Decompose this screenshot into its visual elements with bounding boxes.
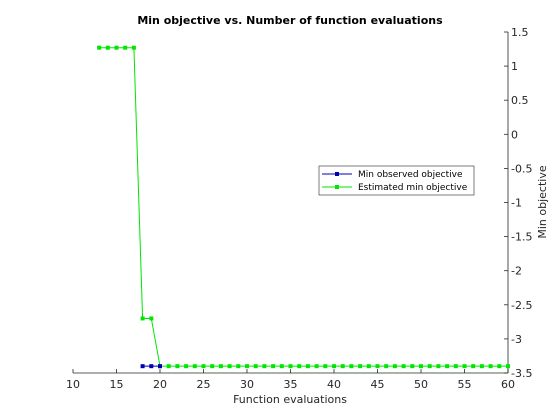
estimated-min-point bbox=[184, 364, 189, 369]
y-tick-label: 1 bbox=[511, 60, 518, 73]
x-tick-label: 50 bbox=[414, 378, 428, 391]
x-tick-label: 20 bbox=[153, 378, 167, 391]
estimated-min-point bbox=[236, 364, 241, 369]
estimated-min-point bbox=[427, 364, 432, 369]
estimated-min-point bbox=[479, 364, 484, 369]
x-tick-label: 55 bbox=[458, 378, 472, 391]
plot-series bbox=[97, 45, 510, 369]
estimated-min-point bbox=[384, 364, 389, 369]
estimated-min-point bbox=[149, 316, 154, 321]
estimated-min-point bbox=[366, 364, 371, 369]
y-tick-label: 1.5 bbox=[511, 26, 529, 39]
estimated-min-point bbox=[392, 364, 397, 369]
x-tick-label: 60 bbox=[501, 378, 515, 391]
estimated-min-point bbox=[410, 364, 415, 369]
min-observed-point bbox=[158, 364, 162, 369]
estimated-min-line bbox=[99, 47, 508, 367]
x-tick-label: 25 bbox=[197, 378, 211, 391]
estimated-min-point bbox=[271, 364, 276, 369]
min-observed-point bbox=[149, 364, 154, 369]
estimated-min-point bbox=[453, 364, 458, 369]
axes: 10 15 20 25 30 35 40 45 50 55 60-3.5-3-2.5-2-1.5-1… bbox=[66, 26, 532, 391]
estimated-min-point bbox=[97, 45, 102, 50]
estimated-min-point bbox=[497, 364, 502, 369]
estimated-min-point bbox=[323, 364, 328, 369]
estimated-min-point bbox=[445, 364, 450, 369]
estimated-min-point bbox=[471, 364, 476, 369]
estimated-min-point bbox=[210, 364, 215, 369]
estimated-min-point bbox=[340, 364, 345, 369]
x-tick-label: 40 bbox=[327, 378, 341, 391]
estimated-min-point bbox=[288, 364, 293, 369]
y-tick-label: -3 bbox=[511, 333, 522, 346]
y-tick-label: -1 bbox=[511, 197, 522, 210]
y-tick-label: -1.5 bbox=[511, 231, 532, 244]
series-min-observed bbox=[140, 364, 162, 369]
estimated-min-point bbox=[123, 45, 128, 50]
estimated-min-point bbox=[201, 364, 206, 369]
estimated-min-point bbox=[105, 45, 110, 50]
legend-marker-min-observed bbox=[335, 172, 339, 176]
x-axis-title: Function evaluations bbox=[233, 393, 347, 406]
y-tick-label: 0 bbox=[511, 128, 518, 141]
legend-marker-estimated-min bbox=[335, 185, 339, 189]
estimated-min-point bbox=[332, 364, 336, 369]
estimated-min-point bbox=[462, 364, 467, 369]
estimated-min-point bbox=[140, 316, 145, 321]
y-axis-title: Min objective bbox=[536, 165, 549, 238]
x-tick-label: 45 bbox=[371, 378, 385, 391]
x-tick-label: 35 bbox=[284, 378, 298, 391]
estimated-min-point bbox=[253, 364, 258, 369]
estimated-min-point bbox=[279, 364, 284, 369]
y-tick-label: 0.5 bbox=[511, 94, 529, 107]
estimated-min-point bbox=[419, 364, 423, 369]
estimated-min-point bbox=[166, 364, 171, 369]
min-observed-point bbox=[140, 364, 145, 369]
estimated-min-point bbox=[358, 364, 363, 369]
y-tick-label: -3.5 bbox=[511, 367, 532, 380]
estimated-min-point bbox=[349, 364, 354, 369]
estimated-min-point bbox=[506, 364, 510, 369]
estimated-min-point bbox=[297, 364, 302, 369]
chart-title: Min objective vs. Number of function eva… bbox=[137, 14, 443, 27]
x-tick-label: 15 bbox=[110, 378, 124, 391]
estimated-min-point bbox=[114, 45, 119, 50]
estimated-min-point bbox=[305, 364, 310, 369]
legend-box bbox=[318, 165, 475, 196]
series-estimated-min bbox=[97, 45, 510, 369]
estimated-min-point bbox=[227, 364, 232, 369]
estimated-min-point bbox=[314, 364, 319, 369]
x-tick-label: 30 bbox=[240, 378, 254, 391]
estimated-min-point bbox=[245, 364, 249, 369]
estimated-min-point bbox=[218, 364, 223, 369]
y-tick-label: -2.5 bbox=[511, 299, 532, 312]
x-tick-label: 10 bbox=[66, 378, 80, 391]
estimated-min-point bbox=[375, 364, 380, 369]
legend-label-estimated-min: Estimated min objective bbox=[358, 183, 468, 193]
legend-label-min-observed: Min observed objective bbox=[358, 170, 463, 180]
estimated-min-point bbox=[192, 364, 197, 369]
estimated-min-point bbox=[436, 364, 441, 369]
estimated-min-point bbox=[131, 45, 136, 50]
estimated-min-point bbox=[175, 364, 180, 369]
legend: Min observed objective Estimated min obj… bbox=[318, 165, 475, 196]
estimated-min-point bbox=[401, 364, 406, 369]
estimated-min-point bbox=[262, 364, 267, 369]
estimated-min-point bbox=[488, 364, 493, 369]
y-tick-label: -2 bbox=[511, 265, 522, 278]
y-tick-label: -0.5 bbox=[511, 162, 532, 175]
